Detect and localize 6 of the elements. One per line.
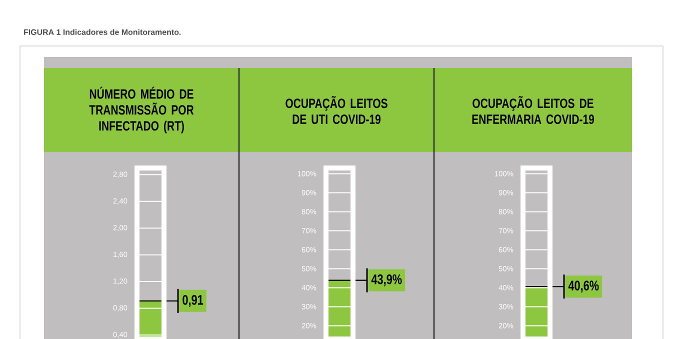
chart-title: OCUPAÇÃO LEITOS DE UTI COVID-19	[286, 96, 388, 124]
data-label: 0,91	[182, 294, 204, 307]
data-label: 40,6%	[568, 280, 599, 293]
chart-title: NÚMERO MÉDIO DE TRANSMISSÃO POR INFECTADO (RT)	[89, 86, 194, 134]
chart-title: OCUPAÇÃO LEITOS DE ENFERMARIA COVID-19	[472, 96, 594, 124]
data-label: 43,9%	[371, 274, 402, 286]
